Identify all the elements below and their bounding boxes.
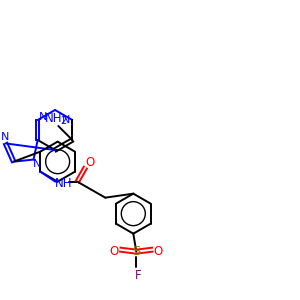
Text: N: N (62, 115, 70, 125)
Text: NH: NH (55, 177, 72, 190)
Text: N: N (1, 132, 10, 142)
Text: F: F (135, 269, 142, 282)
Text: O: O (110, 245, 119, 258)
Text: N: N (33, 159, 42, 169)
Text: O: O (86, 156, 95, 169)
Text: 2: 2 (60, 116, 66, 126)
Text: N: N (38, 112, 47, 122)
Text: O: O (154, 245, 163, 258)
Text: NH: NH (45, 112, 62, 124)
Text: S: S (132, 245, 140, 258)
